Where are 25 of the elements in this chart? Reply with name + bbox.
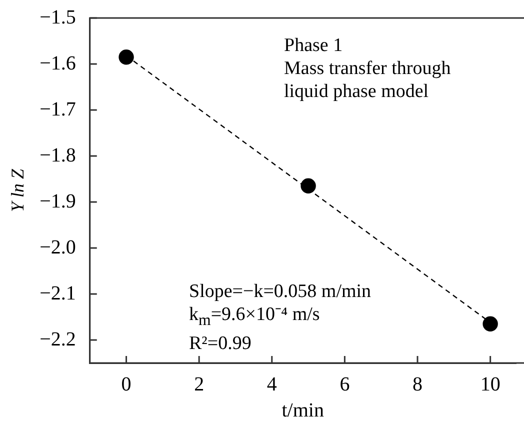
point (300, 178, 316, 194)
x-tick-label: 10 (480, 373, 500, 396)
x-tick-label: 8 (412, 373, 423, 396)
y-tick-label: −2.0 (40, 236, 76, 258)
annotation: liquid phase model (284, 80, 430, 103)
x-tick-label: 2 (194, 373, 204, 396)
annotation: Mass transfer through (284, 57, 451, 80)
x-tick-label: 0 (121, 373, 132, 396)
y-tick-label: −1.8 (40, 144, 76, 166)
y-tick-label: −1.7 (40, 98, 76, 120)
x-tick-label: 6 (340, 373, 350, 396)
annotation: R²=0.99 (189, 332, 252, 355)
y-tick-label: −2.1 (40, 282, 76, 304)
point (118, 50, 134, 65)
annotation: k$_{m}$=9.6×10⁻⁴ m/s (189, 303, 321, 331)
annotation: Slope=−k=0.058 m/min (189, 280, 372, 303)
y-tick-label: −2.2 (40, 328, 76, 350)
point (482, 316, 498, 332)
y-tick-label: −1.5 (40, 6, 76, 28)
annotation: Phase 1 (284, 34, 344, 57)
x-axis-title: t/min (282, 399, 324, 422)
y-axis-title: Y ln Z (8, 168, 28, 212)
y-tick-label: −1.9 (40, 190, 76, 212)
x-tick-label: 4 (266, 373, 277, 396)
y-tick-label: −1.6 (40, 52, 76, 74)
